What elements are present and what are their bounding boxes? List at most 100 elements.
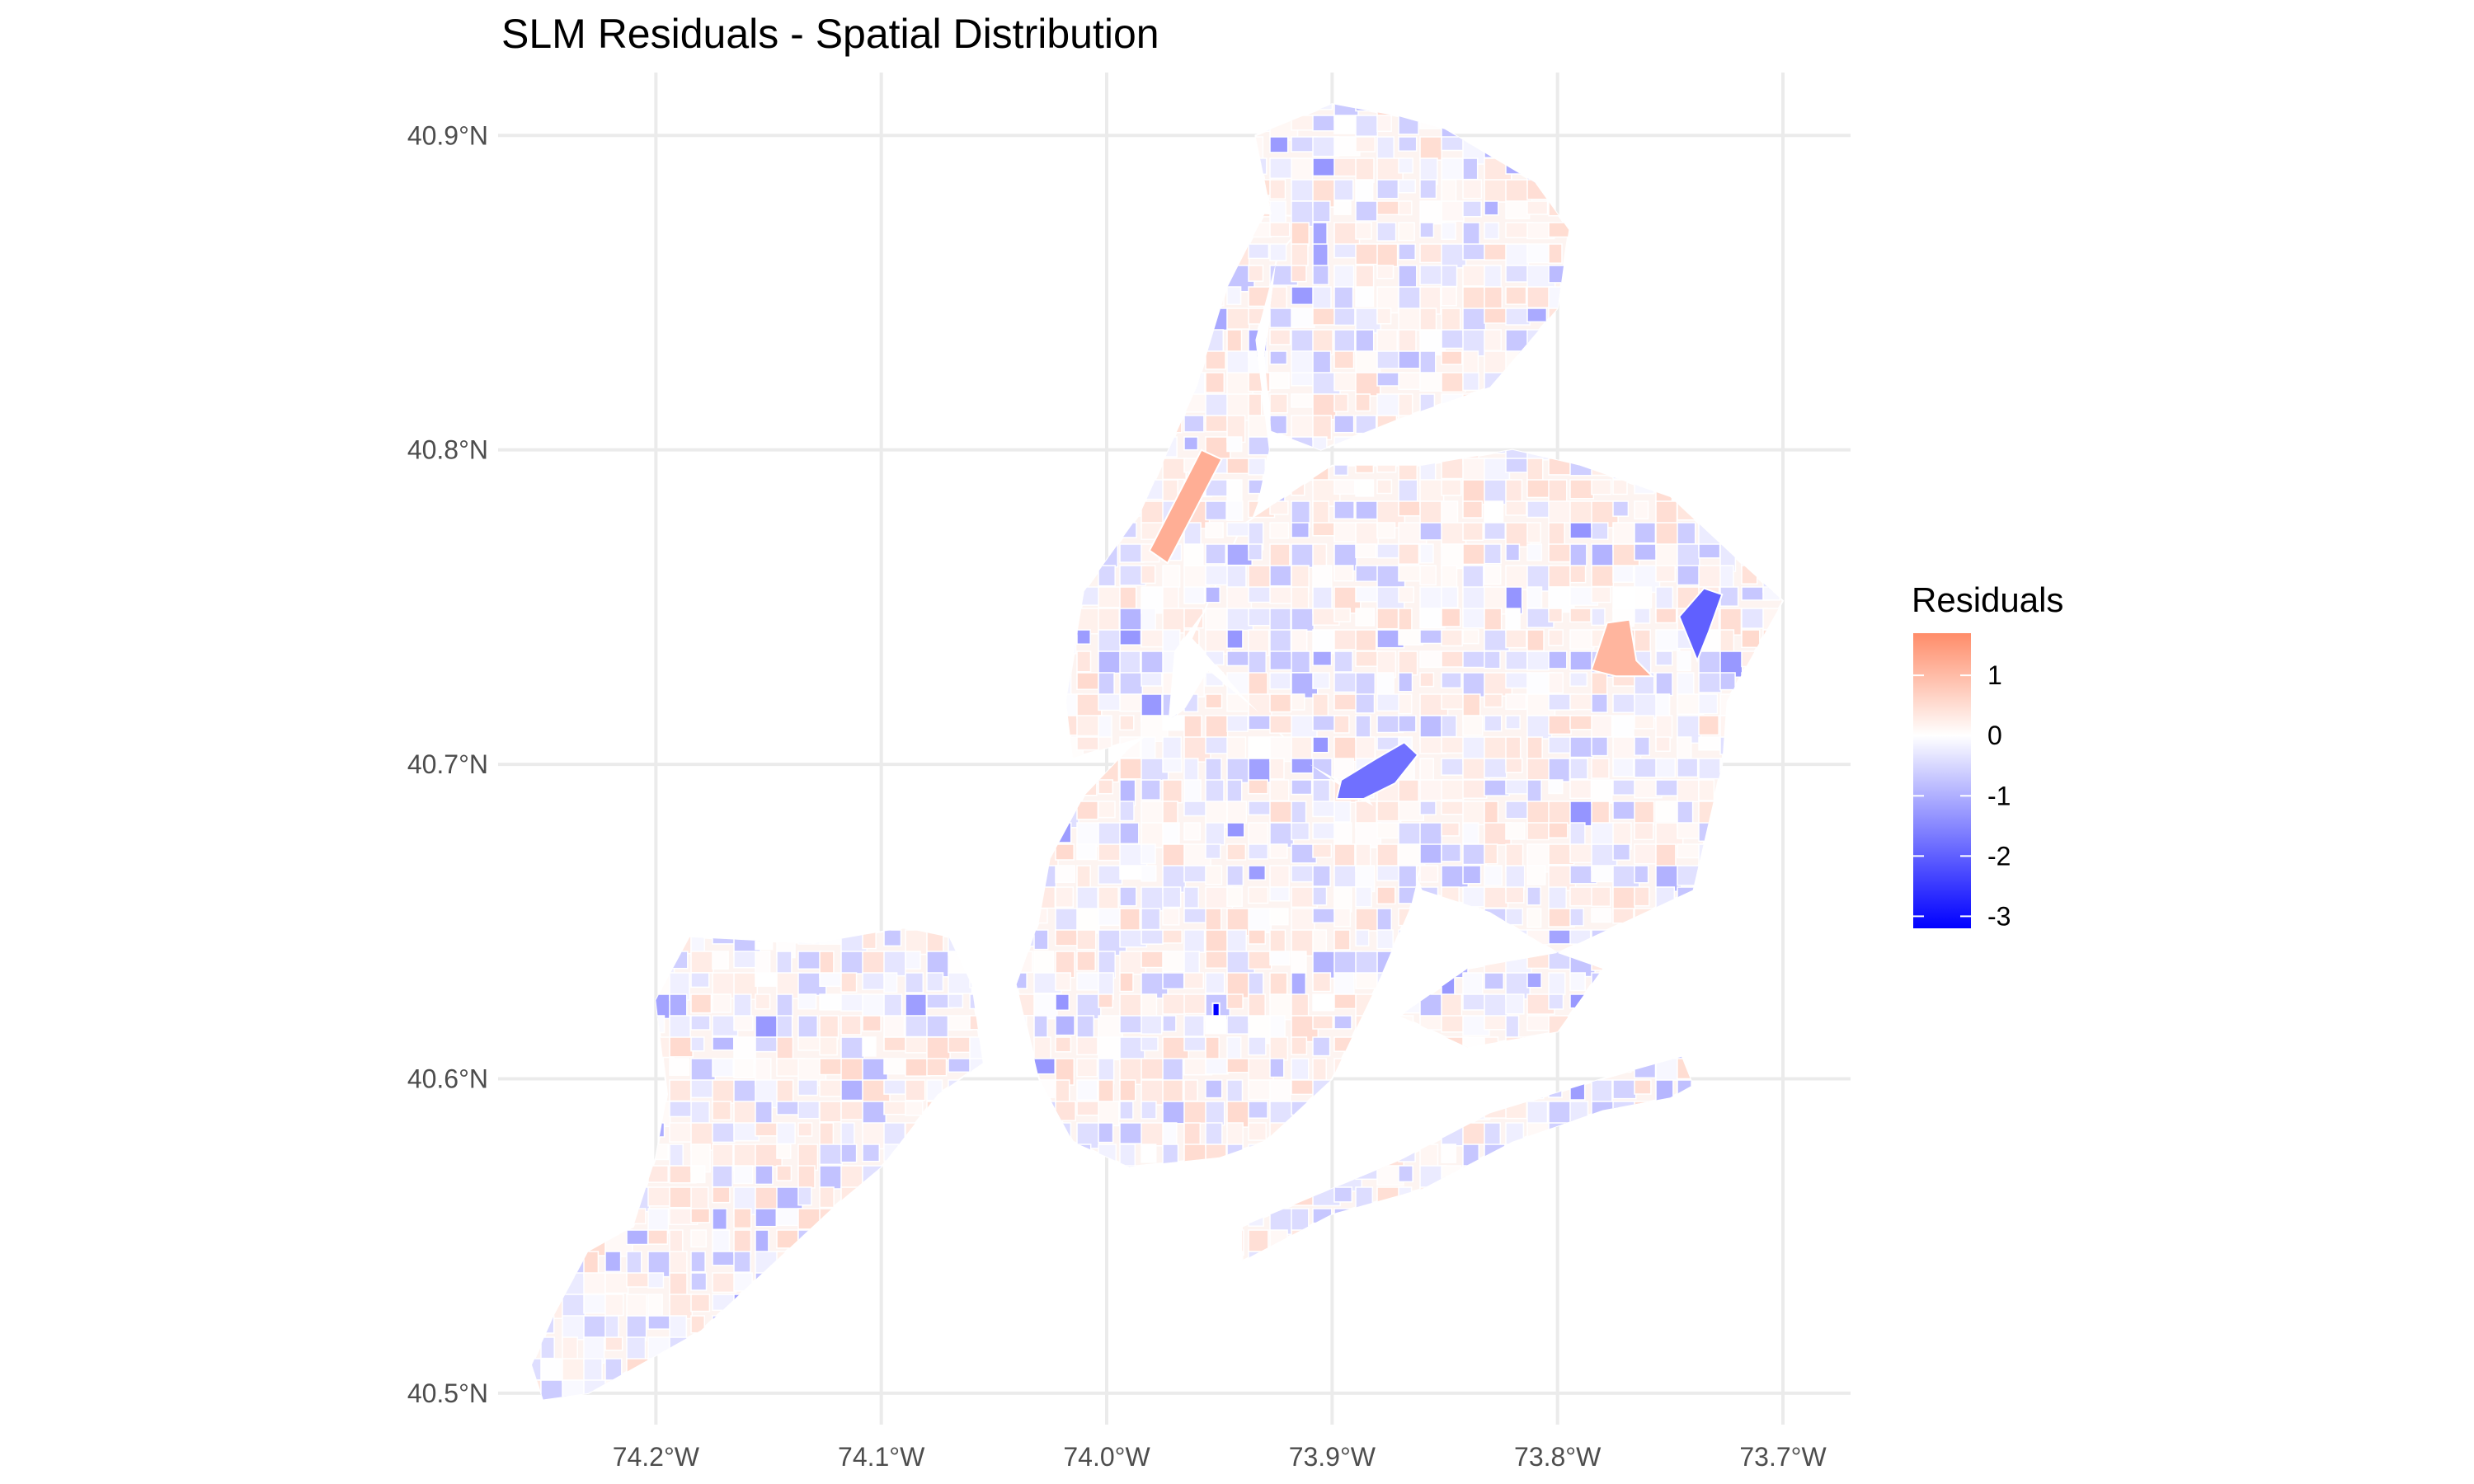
tract-cell — [562, 1379, 586, 1400]
tract-cell — [755, 73, 771, 98]
tract-cell — [1333, 908, 1352, 928]
tract-cell — [883, 479, 911, 503]
tract-cell — [733, 286, 754, 313]
tract-cell — [1098, 1015, 1123, 1040]
tract-cell — [1634, 693, 1658, 719]
tract-cell — [604, 522, 631, 551]
tract-cell — [1462, 650, 1489, 669]
tract-cell — [1526, 1144, 1550, 1158]
tract-cell — [969, 586, 986, 604]
tract-cell — [1677, 1186, 1700, 1214]
tract-cell — [1462, 1186, 1479, 1214]
tract-cell — [1849, 566, 1865, 593]
tract-cell — [1462, 1144, 1480, 1173]
tract-cell — [969, 1208, 995, 1228]
tract-cell — [927, 73, 948, 90]
tract-cell — [948, 1079, 962, 1097]
tract-cell — [733, 1315, 755, 1343]
tract-cell — [862, 179, 891, 203]
tract-cell — [1205, 1079, 1223, 1099]
tract-cell — [1677, 1358, 1699, 1383]
tract-cell — [990, 1101, 1011, 1119]
tract-cell — [1698, 736, 1724, 751]
tract-cell — [1548, 265, 1570, 284]
tract-cell — [733, 908, 755, 928]
tract-cell — [1033, 1294, 1063, 1317]
tract-cell — [905, 543, 920, 560]
tract-cell — [1312, 1251, 1333, 1273]
tract-cell — [1827, 244, 1851, 261]
tract-cell — [819, 715, 846, 744]
tract-cell — [669, 758, 692, 778]
tract-cell — [1827, 501, 1852, 522]
tract-cell — [797, 1251, 824, 1272]
tract-cell — [690, 1165, 706, 1184]
tract-cell — [1248, 951, 1272, 970]
tract-cell — [1806, 1273, 1829, 1298]
tract-cell — [840, 1015, 862, 1036]
tract-cell — [1698, 1358, 1715, 1387]
tract-cell — [669, 522, 684, 540]
tract-cell — [797, 179, 821, 204]
tract-cell — [1677, 1229, 1705, 1255]
tract-cell — [990, 1122, 1020, 1140]
tract-cell — [562, 1186, 578, 1209]
tract-cell — [604, 951, 622, 969]
tract-cell — [969, 629, 990, 653]
tract-cell — [540, 822, 567, 847]
tract-cell — [712, 1251, 737, 1266]
tract-cell — [1033, 372, 1051, 400]
tract-cell — [1226, 865, 1244, 886]
tract-cell — [797, 1336, 815, 1365]
legend-break-label: 0 — [1987, 721, 2002, 750]
tract-cell — [1076, 1229, 1098, 1245]
tract-cell — [532, 843, 543, 872]
tract-cell — [905, 1423, 925, 1444]
tract-cell — [1098, 1122, 1114, 1144]
tract-cell — [1012, 136, 1032, 159]
tract-cell — [1741, 1208, 1763, 1230]
tract-cell — [1762, 972, 1778, 987]
tract-cell — [1462, 1358, 1482, 1385]
tract-cell — [1849, 437, 1871, 459]
tract-cell — [1484, 308, 1508, 324]
tract-cell — [1248, 1336, 1274, 1358]
tract-cell — [948, 222, 967, 239]
tract-cell — [1634, 865, 1649, 884]
tract-cell — [926, 972, 944, 992]
tract-cell — [969, 1036, 992, 1060]
tract-cell — [626, 393, 651, 423]
tract-cell — [604, 758, 630, 783]
tract-cell — [1119, 629, 1142, 646]
tract-cell — [819, 779, 839, 807]
tract-cell — [1698, 104, 1723, 112]
tract-cell — [1849, 1273, 1866, 1289]
tract-cell — [969, 993, 987, 1010]
tract-cell — [1419, 929, 1438, 947]
tract-cell — [1076, 222, 1094, 245]
tract-cell — [1355, 350, 1381, 376]
tract-cell — [969, 693, 985, 721]
tract-cell — [926, 350, 943, 372]
tract-cell — [1333, 286, 1354, 312]
tract-cell — [926, 1058, 948, 1077]
tract-cell — [1698, 1294, 1720, 1319]
tract-cell — [926, 1379, 954, 1400]
tract-cell — [532, 1229, 536, 1244]
tract-cell — [1226, 436, 1243, 453]
tract-cell — [1506, 1402, 1526, 1425]
tract-cell — [1741, 650, 1764, 668]
tract-cell — [1398, 179, 1417, 194]
tract-cell — [626, 265, 650, 289]
tract-cell — [927, 1402, 942, 1418]
tract-cell — [690, 479, 720, 495]
tract-cell — [690, 222, 715, 250]
tract-cell — [1526, 372, 1553, 397]
tract-cell — [712, 1122, 736, 1144]
tract-cell — [532, 565, 543, 589]
tract-cell — [1741, 1036, 1766, 1057]
tract-cell — [1849, 587, 1874, 602]
tract-cell — [583, 586, 609, 608]
tract-cell — [883, 586, 912, 609]
tract-cell — [1827, 1359, 1854, 1386]
